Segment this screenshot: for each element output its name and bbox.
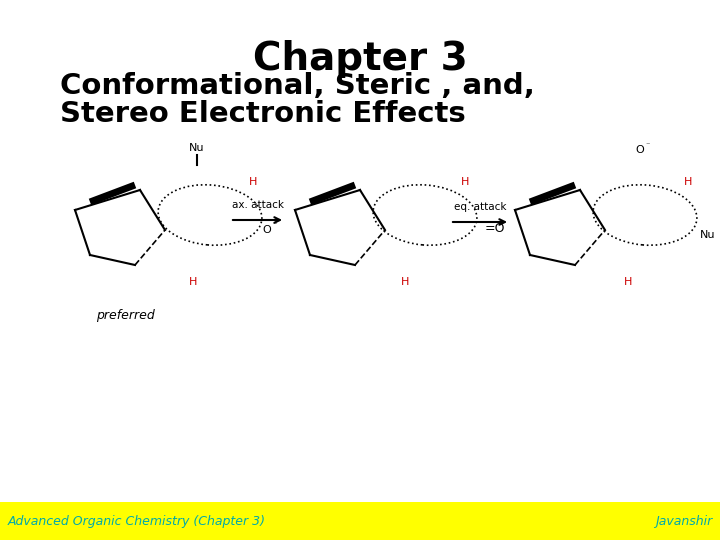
Text: H: H bbox=[684, 177, 692, 187]
Text: H: H bbox=[249, 177, 257, 187]
Text: O: O bbox=[263, 225, 271, 235]
Text: Chapter 3: Chapter 3 bbox=[253, 40, 467, 78]
Text: Javanshir: Javanshir bbox=[654, 515, 712, 528]
Text: H: H bbox=[624, 277, 632, 287]
Text: Nu: Nu bbox=[189, 143, 204, 153]
Text: preferred: preferred bbox=[96, 308, 154, 321]
Bar bbox=[0, 502, 720, 540]
Text: Advanced Organic Chemistry (Chapter 3): Advanced Organic Chemistry (Chapter 3) bbox=[8, 515, 266, 528]
Text: H: H bbox=[461, 177, 469, 187]
Text: ax. attack: ax. attack bbox=[232, 200, 284, 210]
Text: H: H bbox=[189, 277, 197, 287]
Text: ⁻: ⁻ bbox=[646, 140, 650, 150]
Text: H: H bbox=[401, 277, 409, 287]
Text: =O: =O bbox=[485, 221, 505, 234]
Text: O: O bbox=[636, 145, 644, 155]
Text: Conformational, Steric , and,: Conformational, Steric , and, bbox=[60, 72, 535, 100]
Text: Stereo Electronic Effects: Stereo Electronic Effects bbox=[60, 100, 466, 128]
Text: ⁻: ⁻ bbox=[273, 220, 277, 230]
Text: eq. attack: eq. attack bbox=[454, 202, 506, 212]
Text: Nu: Nu bbox=[701, 230, 716, 240]
